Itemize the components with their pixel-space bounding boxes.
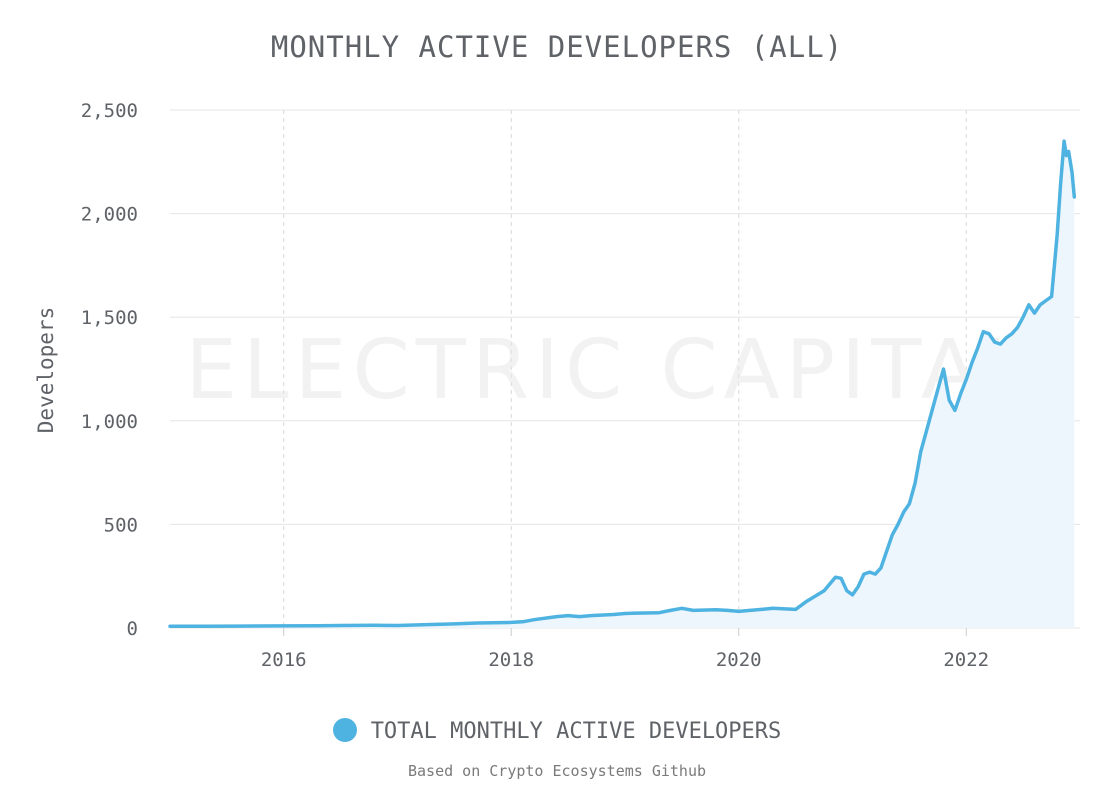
y-tick-label: 2,500: [81, 100, 138, 122]
chart-title: MONTHLY ACTIVE DEVELOPERS (ALL): [270, 30, 844, 64]
watermark-text: ELECTRIC CAPITAL: [185, 323, 1035, 418]
x-tick-label: 2018: [488, 649, 534, 671]
y-tick-label: 500: [104, 514, 138, 536]
y-axis: 0 500 1,000 1,500 2,000 2,500: [81, 100, 138, 640]
series-line: [168, 139, 1077, 629]
x-axis: 2016 2018 2020 2022: [261, 628, 989, 671]
y-axis-label: Developers: [34, 307, 58, 433]
x-tick-label: 2016: [261, 649, 307, 671]
legend-label[interactable]: TOTAL MONTHLY ACTIVE DEVELOPERS: [370, 719, 782, 744]
y-tick-label: 1,500: [81, 307, 138, 329]
legend-marker[interactable]: [332, 718, 357, 742]
x-tick-label: 2022: [943, 649, 989, 671]
y-tick-label: 0: [127, 618, 138, 640]
legend: TOTAL MONTHLY ACTIVE DEVELOPERS: [0, 718, 1114, 744]
series-group: [168, 139, 1077, 629]
source-note: Based on Crypto Ecosystems Github: [407, 762, 706, 780]
y-tick-label: 2,000: [81, 204, 138, 226]
series-area: [170, 141, 1075, 628]
y-tick-label: 1,000: [81, 411, 138, 433]
x-tick-label: 2020: [716, 649, 762, 671]
chart-svg: ELECTRIC CAPITAL 0 500 1,000 1,500 2,000 2,50…: [34, 100, 1080, 671]
